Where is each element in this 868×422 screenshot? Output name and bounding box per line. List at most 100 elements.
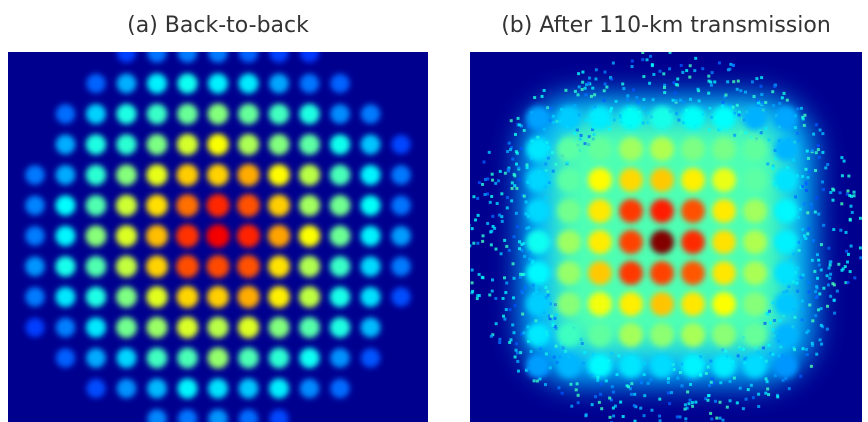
noise-speck bbox=[825, 327, 829, 331]
symbol-dot bbox=[526, 354, 550, 378]
noise-speck bbox=[817, 308, 821, 312]
noise-speck bbox=[728, 379, 732, 383]
noise-speck bbox=[795, 281, 799, 285]
noise-speck bbox=[466, 255, 469, 258]
noise-speck bbox=[801, 347, 805, 351]
noise-speck bbox=[524, 200, 528, 204]
noise-speck bbox=[510, 186, 514, 190]
noise-speck bbox=[814, 169, 818, 173]
noise-speck bbox=[586, 81, 590, 85]
noise-speck bbox=[756, 350, 760, 354]
noise-speck bbox=[520, 147, 524, 151]
noise-speck bbox=[850, 194, 854, 198]
noise-speck bbox=[687, 402, 691, 406]
noise-speck bbox=[737, 110, 741, 114]
noise-speck bbox=[818, 128, 822, 132]
noise-speck bbox=[793, 315, 797, 319]
noise-speck bbox=[717, 61, 721, 65]
noise-speck bbox=[710, 417, 714, 421]
noise-speck bbox=[764, 391, 768, 395]
noise-speck bbox=[498, 169, 502, 173]
symbol-dot bbox=[237, 194, 260, 217]
symbol-dot bbox=[526, 168, 550, 192]
noise-speck bbox=[574, 388, 578, 392]
noise-speck bbox=[827, 266, 831, 270]
noise-speck bbox=[669, 391, 673, 395]
noise-speck bbox=[610, 77, 614, 81]
noise-speck bbox=[736, 354, 740, 358]
noise-speck bbox=[829, 272, 833, 276]
noise-speck bbox=[493, 226, 497, 230]
symbol-dot bbox=[25, 195, 45, 216]
symbol-dot bbox=[145, 224, 169, 248]
noise-speck bbox=[666, 380, 670, 384]
noise-speck bbox=[552, 355, 556, 359]
noise-speck bbox=[767, 393, 771, 397]
noise-speck bbox=[707, 79, 711, 83]
noise-speck bbox=[544, 169, 548, 173]
noise-speck bbox=[611, 390, 615, 394]
noise-speck bbox=[514, 211, 518, 215]
noise-speck bbox=[852, 190, 856, 194]
noise-speck bbox=[768, 309, 772, 313]
noise-speck bbox=[608, 127, 612, 131]
noise-speck bbox=[633, 392, 637, 396]
noise-speck bbox=[801, 307, 805, 311]
noise-speck bbox=[825, 274, 829, 278]
noise-speck bbox=[804, 182, 808, 186]
noise-speck bbox=[488, 293, 492, 297]
noise-speck bbox=[810, 148, 814, 152]
noise-speck bbox=[591, 128, 595, 132]
noise-speck bbox=[806, 280, 810, 284]
symbol-dot bbox=[681, 199, 705, 223]
symbol-dot bbox=[588, 230, 612, 254]
noise-speck bbox=[500, 219, 504, 223]
noise-speck bbox=[713, 80, 717, 84]
symbol-dot bbox=[774, 106, 798, 130]
noise-speck bbox=[704, 397, 708, 401]
noise-speck bbox=[814, 290, 818, 294]
noise-speck bbox=[832, 228, 836, 232]
noise-speck bbox=[737, 113, 741, 117]
noise-speck bbox=[464, 243, 467, 246]
symbol-dot bbox=[557, 354, 581, 378]
symbol-dot bbox=[360, 134, 381, 155]
noise-speck bbox=[515, 151, 519, 155]
noise-speck bbox=[760, 101, 764, 105]
noise-speck bbox=[470, 227, 474, 231]
symbol-dot bbox=[207, 316, 229, 339]
symbol-dot bbox=[712, 230, 736, 254]
noise-speck bbox=[472, 195, 476, 199]
noise-speck bbox=[773, 374, 777, 378]
noise-speck bbox=[513, 355, 517, 359]
noise-speck bbox=[642, 414, 646, 418]
noise-speck bbox=[709, 359, 713, 363]
noise-speck bbox=[580, 87, 584, 91]
noise-speck bbox=[646, 120, 650, 124]
noise-speck bbox=[581, 361, 585, 365]
noise-speck bbox=[600, 407, 604, 411]
symbol-dot bbox=[268, 164, 290, 186]
symbol-dot bbox=[588, 261, 612, 285]
symbol-dot bbox=[267, 194, 291, 217]
noise-speck bbox=[494, 296, 498, 300]
symbol-dot bbox=[774, 292, 798, 316]
noise-speck bbox=[710, 377, 714, 381]
noise-speck bbox=[591, 353, 595, 357]
symbol-dot bbox=[712, 168, 736, 192]
noise-speck bbox=[814, 151, 818, 155]
noise-speck bbox=[646, 381, 650, 385]
noise-speck bbox=[840, 202, 844, 206]
symbol-dot bbox=[85, 286, 107, 308]
noise-speck bbox=[597, 400, 601, 404]
symbol-dot bbox=[55, 104, 76, 124]
noise-speck bbox=[520, 248, 524, 252]
noise-speck bbox=[845, 249, 849, 253]
noise-speck bbox=[519, 124, 523, 128]
symbol-dot bbox=[176, 286, 199, 308]
symbol-dot bbox=[207, 347, 229, 369]
noise-speck bbox=[553, 325, 557, 329]
noise-speck bbox=[819, 268, 823, 272]
noise-speck bbox=[736, 79, 740, 83]
